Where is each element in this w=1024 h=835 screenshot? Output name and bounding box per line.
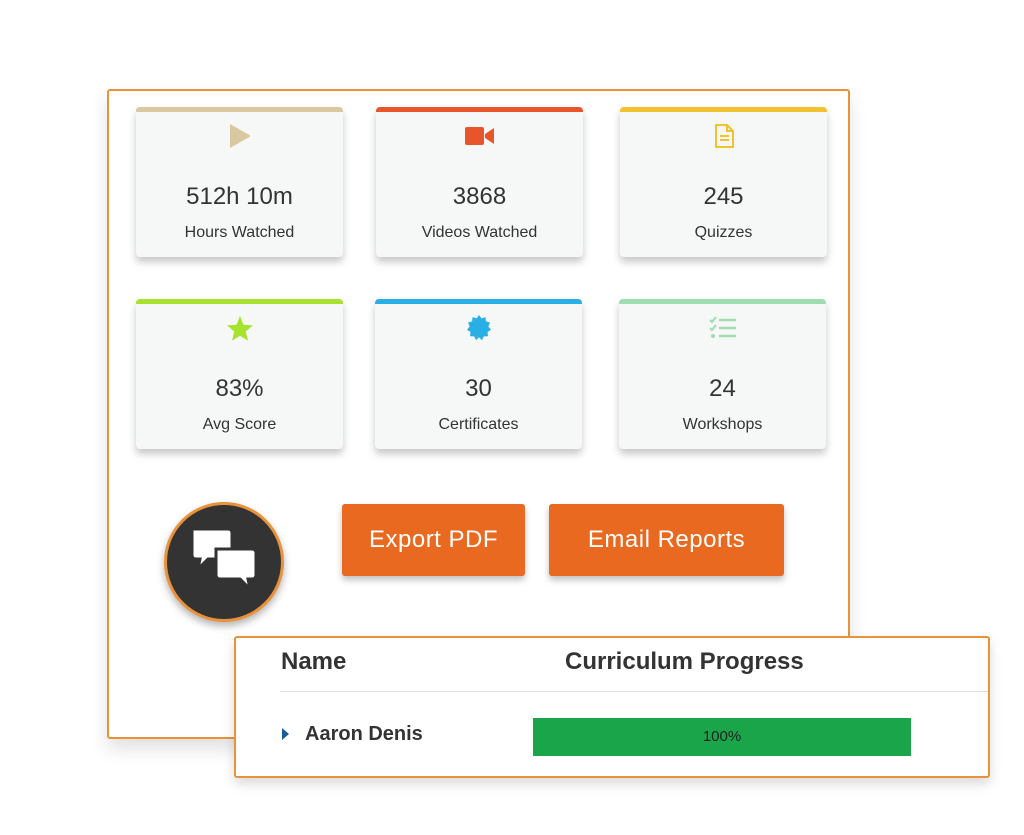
header-divider — [280, 691, 988, 692]
stat-label: Avg Score — [202, 416, 277, 433]
card-accent-bar — [375, 299, 582, 304]
stat-value: 512h 10m — [186, 183, 293, 210]
stat-card-quizzes: 245 Quizzes — [620, 107, 827, 257]
play-icon — [136, 123, 343, 149]
video-camera-icon — [376, 123, 583, 149]
stat-card-workshops: 24 Workshops — [619, 299, 826, 449]
chat-bubbles-icon — [188, 525, 260, 600]
document-icon — [620, 123, 827, 149]
star-icon — [136, 315, 343, 341]
badge-icon — [375, 315, 582, 341]
chat-button[interactable] — [164, 502, 284, 622]
expand-caret-icon[interactable] — [282, 728, 289, 740]
stat-value: 3868 — [452, 183, 507, 210]
card-accent-bar — [619, 299, 826, 304]
progress-bar-fill — [533, 718, 911, 756]
card-accent-bar — [136, 107, 343, 112]
stat-card-avg-score: 83% Avg Score — [136, 299, 343, 449]
stat-label: Quizzes — [694, 224, 753, 241]
stat-card-hours-watched: 512h 10m Hours Watched — [136, 107, 343, 257]
card-accent-bar — [376, 107, 583, 112]
card-accent-bar — [136, 299, 343, 304]
export-pdf-button[interactable]: Export PDF — [342, 504, 525, 576]
progress-bar: 100% — [533, 718, 911, 756]
progress-text: 100% — [702, 728, 742, 745]
stat-card-certificates: 30 Certificates — [375, 299, 582, 449]
stat-label: Workshops — [682, 416, 763, 433]
stat-card-videos-watched: 3868 Videos Watched — [376, 107, 583, 257]
progress-table: Name Curriculum Progress Aaron Denis 100… — [234, 636, 990, 778]
card-accent-bar — [620, 107, 827, 112]
stat-value: 83% — [215, 375, 264, 402]
stat-value: 30 — [465, 375, 492, 402]
stat-value: 24 — [709, 375, 736, 402]
stat-label: Certificates — [438, 416, 519, 433]
stat-label: Videos Watched — [421, 224, 538, 241]
column-header-name: Name — [281, 648, 347, 675]
row-name: Aaron Denis — [305, 723, 423, 745]
column-header-curriculum-progress: Curriculum Progress — [565, 648, 804, 675]
email-reports-button[interactable]: Email Reports — [549, 504, 784, 576]
stat-value: 245 — [703, 183, 744, 210]
checklist-icon — [619, 315, 826, 341]
stat-label: Hours Watched — [184, 224, 295, 241]
